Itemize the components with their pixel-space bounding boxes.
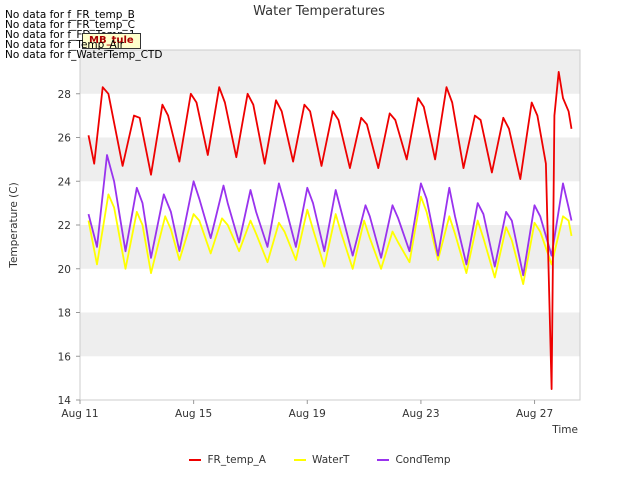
x-tick-label: Aug 27: [516, 408, 553, 420]
y-tick-label: 24: [58, 176, 72, 188]
no-data-message: No data for f_WaterTemp_CTD: [5, 49, 163, 61]
legend-swatch: [293, 459, 306, 461]
plot-band: [80, 93, 580, 138]
legend-label: FR_temp_A: [207, 454, 266, 466]
plot-band: [80, 312, 580, 357]
plot-band: [80, 268, 580, 313]
y-tick-label: 22: [58, 220, 71, 232]
plot-band: [80, 137, 580, 182]
no-data-message: No data for f_FR_temp_C: [5, 19, 135, 31]
y-tick-label: 18: [58, 308, 71, 320]
x-tick-label: Aug 11: [61, 408, 98, 420]
legend-item-fr-temp-a[interactable]: FR_temp_A: [189, 454, 266, 466]
plot-band: [80, 50, 580, 94]
series-lines: [87, 71, 573, 390]
x-tick-label: Aug 15: [175, 408, 212, 420]
y-tick-label: 16: [58, 351, 72, 363]
y-tick-label: 14: [58, 395, 72, 407]
legend: FR_temp_A WaterT CondTemp: [0, 454, 640, 466]
legend-item-watert[interactable]: WaterT: [293, 454, 350, 466]
y-tick-label: 26: [58, 133, 72, 145]
x-axis-label: Time: [551, 424, 578, 436]
legend-swatch: [189, 459, 202, 461]
y-tick-label: 28: [58, 89, 71, 101]
chart-title: Water Temperatures: [253, 4, 385, 19]
y-axis-ticks: 14 16 18 20 22 24 26 28: [58, 89, 80, 407]
x-axis-ticks: Aug 11 Aug 15 Aug 19 Aug 23 Aug 27: [61, 400, 553, 420]
legend-label: WaterT: [311, 454, 350, 466]
y-axis-label: Temperature (C): [8, 182, 20, 268]
legend-swatch: [377, 459, 390, 461]
no-data-message: No data for f_Temp_Air: [5, 39, 124, 51]
x-tick-label: Aug 19: [289, 408, 326, 420]
y-tick-label: 20: [58, 264, 71, 276]
series-line-fr-temp-a: [87, 71, 573, 390]
series-line-condtemp: [87, 154, 573, 277]
plot-band: [80, 356, 580, 400]
x-tick-label: Aug 23: [402, 408, 439, 420]
no-data-message: No data for f_FR_temp_B: [5, 9, 135, 21]
legend-label: CondTemp: [395, 454, 451, 466]
series-line-watert: [87, 193, 573, 285]
annotation-box: MB_tule: [82, 33, 141, 49]
legend-item-condtemp[interactable]: CondTemp: [377, 454, 451, 466]
